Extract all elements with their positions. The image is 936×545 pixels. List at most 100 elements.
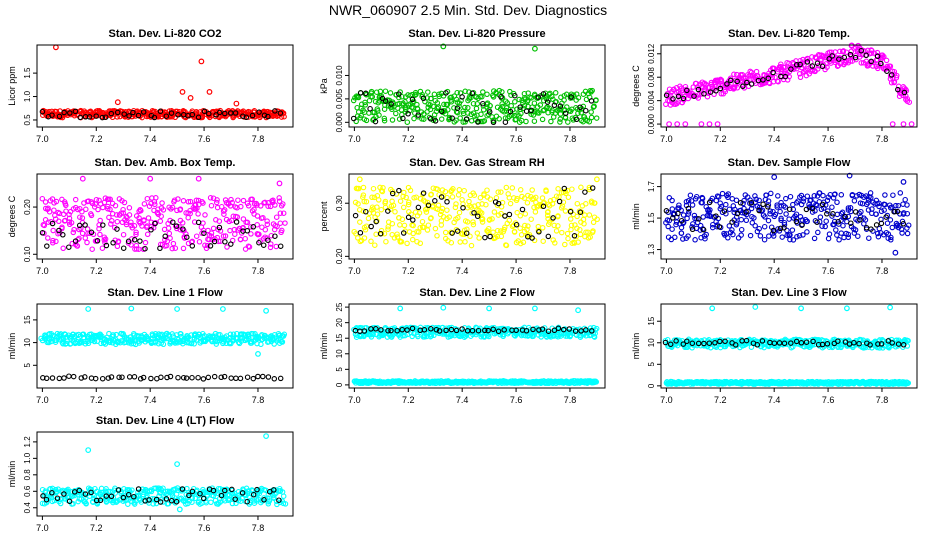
data-point: [518, 214, 522, 218]
data-point: [371, 187, 375, 191]
y-tick-label: 10: [647, 338, 656, 347]
data-point: [145, 197, 149, 201]
data-point: [494, 114, 498, 118]
data-points: [40, 434, 287, 512]
x-tick-label: 7.2: [90, 266, 103, 276]
data-point-outlier: [845, 306, 850, 311]
data-point: [90, 247, 94, 251]
data-point: [784, 212, 788, 216]
data-point: [834, 228, 838, 232]
data-point: [905, 231, 909, 235]
data-point: [279, 244, 283, 248]
data-point: [589, 115, 593, 119]
data-point: [688, 193, 692, 197]
x-tick-label: 7.4: [144, 266, 157, 276]
data-point: [115, 220, 119, 224]
data-point: [101, 377, 105, 381]
data-point: [228, 228, 232, 232]
x-tick-label: 7.4: [768, 266, 781, 276]
data-point-outlier: [54, 45, 59, 50]
data-point: [398, 199, 402, 203]
y-axis-label: Licor ppm: [7, 66, 17, 106]
data-point: [181, 199, 185, 203]
data-point: [560, 230, 564, 234]
x-tick-label: 7.6: [822, 395, 835, 405]
data-point-outlier: [799, 306, 804, 311]
data-point: [761, 202, 765, 206]
data-point: [766, 218, 770, 222]
data-point: [558, 117, 562, 121]
data-point: [903, 198, 907, 202]
data-point: [474, 106, 478, 110]
data-point: [138, 239, 142, 243]
data-point: [888, 218, 892, 222]
y-tick-label: 0.005: [335, 88, 344, 109]
data-point: [149, 376, 153, 380]
data-point: [51, 228, 55, 232]
y-tick-label: 0.5: [23, 114, 32, 126]
y-tick-label: 20: [335, 318, 344, 327]
data-point: [566, 120, 570, 124]
data-point: [206, 375, 210, 379]
data-point: [115, 244, 119, 248]
data-point: [554, 91, 558, 95]
data-point: [525, 201, 529, 205]
data-point-outlier: [129, 306, 134, 311]
x-tick-label: 7.0: [36, 134, 49, 144]
data-point: [457, 188, 461, 192]
data-point: [780, 235, 784, 239]
data-point: [570, 187, 574, 191]
data-point: [530, 188, 534, 192]
data-point: [670, 198, 674, 202]
x-tick-label: 7.8: [252, 134, 265, 144]
data-point: [762, 238, 766, 242]
x-tick-label: 7.2: [402, 266, 415, 276]
data-point: [839, 193, 843, 197]
data-point: [426, 90, 430, 94]
data-point-outlier: [277, 181, 282, 186]
data-point: [839, 231, 843, 235]
data-point: [393, 210, 397, 214]
data-point: [411, 237, 415, 241]
data-point: [554, 229, 558, 233]
data-point: [57, 376, 61, 380]
data-point: [98, 218, 102, 222]
data-point: [251, 376, 255, 380]
data-point: [52, 208, 56, 212]
data-point: [197, 240, 201, 244]
y-tick-label: 0.000: [647, 114, 656, 135]
data-point: [213, 374, 217, 378]
y-tick-label: 5: [335, 367, 344, 372]
y-tick-label: 1.0: [23, 90, 32, 102]
data-point: [532, 119, 536, 123]
data-point: [763, 225, 767, 229]
x-tick-label: 7.6: [510, 395, 523, 405]
data-point: [898, 191, 902, 195]
data-point-outlier: [264, 309, 269, 314]
data-point: [433, 226, 437, 230]
data-point: [685, 216, 689, 220]
data-point: [394, 111, 398, 115]
data-point: [61, 246, 65, 250]
data-point: [358, 220, 362, 224]
data-point: [256, 374, 260, 378]
data-point: [579, 185, 583, 189]
data-point: [203, 213, 207, 217]
x-tick-label: 7.8: [564, 266, 577, 276]
y-tick-label: 1.5: [647, 212, 656, 224]
x-tick-label: 7.6: [822, 134, 835, 144]
data-point: [540, 196, 544, 200]
data-point: [444, 230, 448, 234]
data-point-outlier: [888, 305, 893, 310]
data-point: [575, 202, 579, 206]
data-point: [891, 193, 895, 197]
data-point: [122, 246, 126, 250]
data-point: [485, 92, 489, 96]
data-point: [520, 207, 524, 211]
data-point: [374, 232, 378, 236]
data-points: [352, 305, 599, 385]
data-point-outlier: [358, 177, 363, 182]
data-point: [184, 376, 188, 380]
data-point-outlier: [595, 177, 600, 182]
